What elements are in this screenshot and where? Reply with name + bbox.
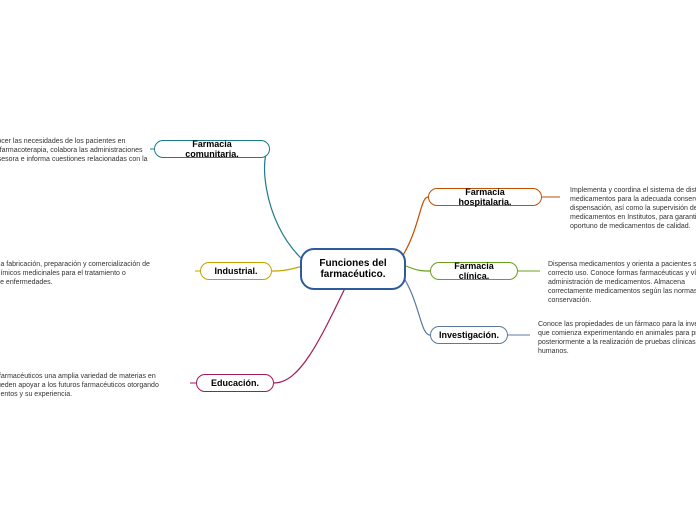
branch-node-comunitaria: Farmacia comunitaria. xyxy=(154,140,270,158)
branch-node-industrial: Industrial. xyxy=(200,262,272,280)
branch-desc-industrial: Se dedica a la fabricación, preparación … xyxy=(0,260,160,287)
branch-node-educacion: Educación. xyxy=(196,374,274,392)
branch-desc-educacion: Brinda a los farmacéuticos una amplia va… xyxy=(0,372,160,399)
branch-desc-hospitalaria: Implementa y coordina el sistema de dist… xyxy=(570,186,696,231)
branch-node-hospitalaria: Farmacia hospitalaria. xyxy=(428,188,542,206)
center-node: Funciones del farmacéutico. xyxy=(300,248,406,290)
branch-node-investigacion: Investigación. xyxy=(430,326,508,344)
branch-desc-clinica: Dispensa medicamentos y orienta a pacien… xyxy=(548,260,696,305)
branch-desc-comunitaria: Permite conocer las necesidades de los p… xyxy=(0,137,150,173)
branch-node-clinica: Farmacia clínica. xyxy=(430,262,518,280)
branch-desc-investigacion: Conoce las propiedades de un fármaco par… xyxy=(538,320,696,356)
